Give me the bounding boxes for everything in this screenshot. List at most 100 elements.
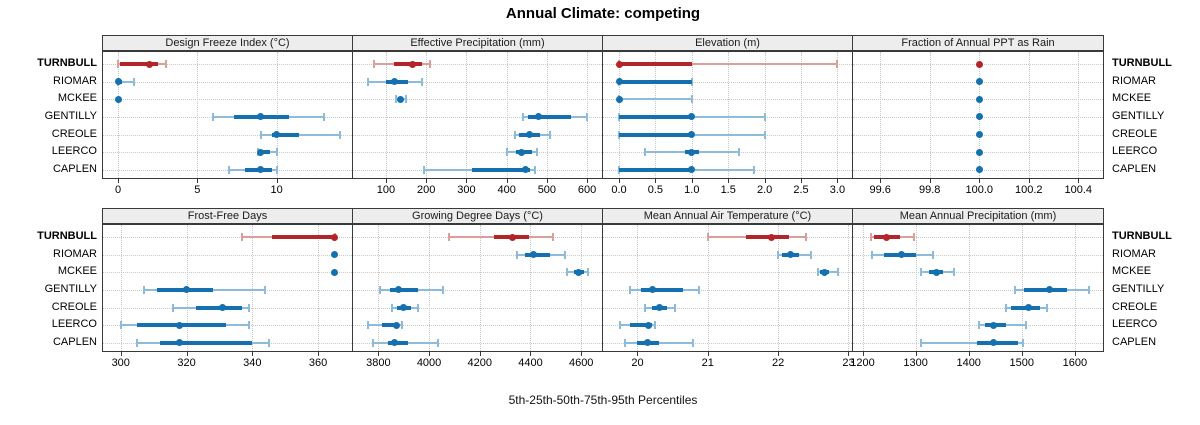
iqr-bar [619,62,692,67]
whisker-cap [142,285,145,294]
median-dot [331,268,339,276]
x-axis-tick [979,179,981,183]
whisker-cap [810,250,813,259]
x-axis-tick [276,179,278,183]
median-dot [529,251,537,259]
whisker-cap [405,95,408,104]
x-gridline [426,52,428,178]
x-axis-tick-label: 400 [497,184,516,196]
whisker-cap [119,321,122,330]
row-gridline [353,254,602,256]
whisker-cap [869,233,872,242]
x-axis-tick [968,352,970,356]
x-gridline [318,225,320,351]
x-axis-tick [197,179,199,183]
iqr-bar [260,150,271,155]
row-gridline [353,134,602,136]
x-gridline [837,52,839,178]
whisker-cap [919,338,922,347]
median-dot [821,268,829,276]
x-gridline [862,225,864,351]
x-axis-tick-label: 1.5 [720,184,736,196]
x-axis-tick-label: 0.5 [647,184,664,196]
whisker-cap [513,130,516,139]
site-label-left-gentilly: GENTILLY [44,282,97,295]
site-label-left-mckee: MCKEE [57,265,97,278]
median-dot [391,339,399,347]
row-gridline [353,289,602,291]
whisker-cap [623,338,626,347]
whisker-cap [1088,285,1091,294]
x-axis-tick [587,179,589,183]
x-axis-tick-label: 100.2 [1014,184,1043,196]
median-dot [989,339,997,347]
site-label-left-leerco: LEERCO [51,318,97,331]
x-gridline [778,225,780,351]
whisker-cap [416,303,419,312]
x-axis-tick-label: 23 [842,357,855,369]
median-dot [176,339,184,347]
x-axis-tick-label: 100.0 [965,184,993,196]
whisker-cap [913,233,916,242]
whisker-cap [448,233,451,242]
whisker-cap [836,268,839,277]
median-dot [1046,286,1054,294]
median-dot [1025,304,1033,311]
whisker-cap [132,77,135,86]
x-axis-tick-label: 300 [457,184,476,196]
x-axis-tick-label: 340 [243,357,262,369]
iqr-bar [160,340,253,345]
row-gridline [103,81,352,83]
x-axis-tick [764,179,766,183]
x-axis-tick [118,179,120,183]
whisker-cap [643,148,646,157]
panel-plot-effective-precipitation [352,51,603,179]
whisker-cap [259,130,262,139]
median-dot [882,233,890,241]
x-axis-tick [120,352,122,356]
whisker-cap [586,268,589,277]
whisker-cap [264,285,267,294]
site-label-right-turnbull: TURNBULL [1112,57,1172,70]
median-dot [688,166,696,174]
x-axis-tick-label: 20 [631,357,644,369]
site-label-left-creole: CREOLE [51,300,97,313]
whisker-cap [817,268,820,277]
x-axis-tick [862,352,864,356]
row-gridline [353,152,602,154]
row-gridline [103,254,352,256]
site-label-right-gentilly: GENTILLY [1112,282,1165,295]
x-axis-tick [1021,352,1023,356]
whisker-cap [919,268,922,277]
median-dot [786,251,794,259]
site-label-left-caplen: CAPLEN [52,335,97,348]
row-gridline [353,325,602,327]
whisker-cap [248,321,251,330]
x-axis-tick [655,179,657,183]
whisker-cap [1004,303,1007,312]
median-dot [518,148,526,156]
row-gridline [103,272,352,274]
whisker-line [920,341,1023,344]
site-label-right-riomar: RIOMAR [1112,74,1156,87]
iqr-bar [389,287,418,292]
x-axis-tick [837,179,839,183]
whisker-cap [275,165,278,174]
x-axis-tick-label: 2.0 [756,184,773,196]
row-gridline [853,289,1103,291]
whisker-cap [698,285,701,294]
iqr-bar [619,79,692,84]
whisker-cap [436,338,439,347]
whisker-cap [706,233,709,242]
x-axis-tick-label: 1600 [1062,357,1088,369]
site-label-left-mckee: MCKEE [57,92,97,105]
whisker-line [118,80,134,83]
x-axis-tick [426,179,428,183]
whisker-cap [378,285,381,294]
whisker-cap [212,112,215,121]
x-axis-tick [385,179,387,183]
x-gridline [1074,225,1076,351]
x-axis-tick-label: 4600 [568,357,594,369]
median-dot [575,268,583,276]
iqr-bar [120,62,158,67]
